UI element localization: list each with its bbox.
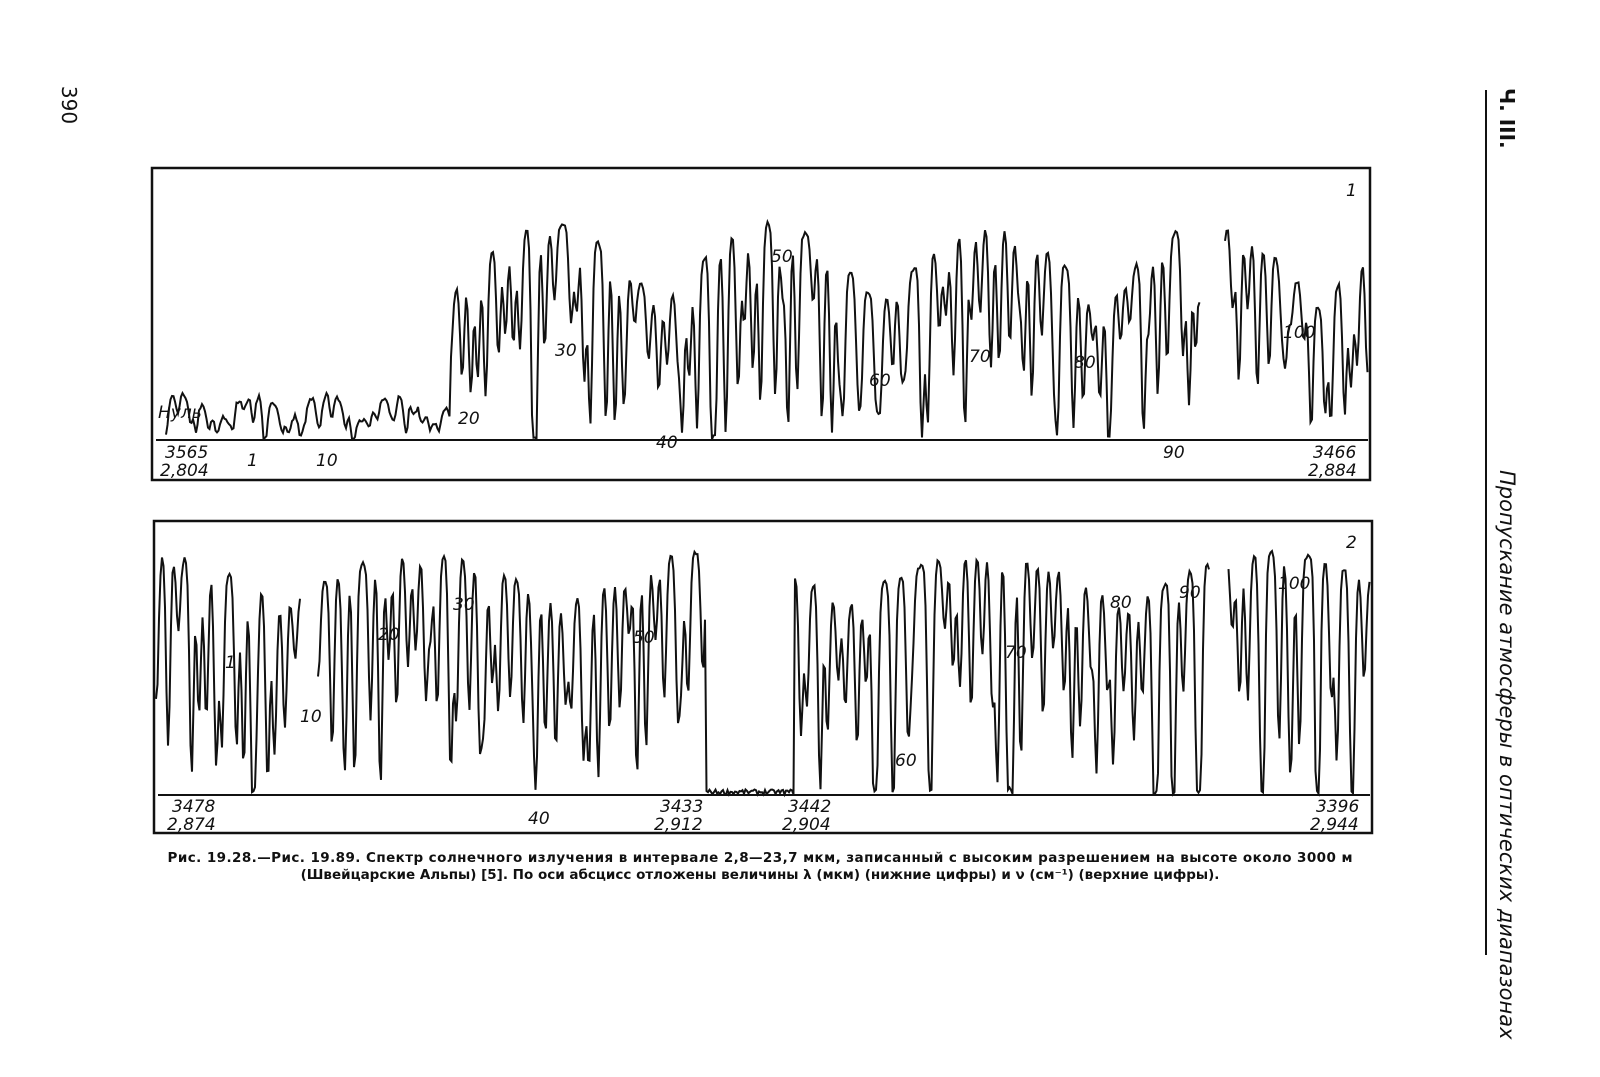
axis-label: 70 — [969, 347, 991, 367]
axis-label: 100 — [1278, 574, 1310, 594]
axis-label: 60 — [869, 371, 891, 391]
axis-label: 2,904 — [782, 815, 831, 835]
axis-label: 90 — [1163, 443, 1185, 463]
axis-label: 3396 — [1316, 797, 1359, 817]
panel-frame — [150, 166, 1372, 482]
caption-line: Рис. 19.28.—Рис. 19.89. Спектр солнечног… — [168, 850, 1353, 866]
part-label: Ч. III. — [1495, 88, 1519, 149]
axis-label: 30 — [453, 595, 475, 615]
axis-label: 50 — [771, 247, 793, 267]
axis-label: 1 — [247, 451, 258, 471]
axis-label: 2,884 — [1308, 461, 1357, 481]
axis-label: 40 — [528, 809, 550, 829]
axis-label: 2,804 — [160, 461, 209, 481]
running-title: Пропускание атмосферы в оптических диапа… — [1495, 470, 1519, 1040]
axis-label: 3433 — [660, 797, 703, 817]
axis-label: 70 — [1005, 643, 1027, 663]
axis-label: 90 — [1179, 583, 1201, 603]
caption-line: (Швейцарские Альпы) [5]. По оси абсцисс … — [301, 867, 1220, 883]
axis-label: 60 — [895, 751, 917, 771]
axis-label: Нуль — [158, 403, 202, 423]
axis-label: 2 — [1346, 533, 1357, 553]
axis-label: 80 — [1074, 353, 1096, 373]
axis-label: 30 — [555, 341, 577, 361]
axis-label: 1 — [1346, 181, 1357, 201]
page-number: 390 — [57, 86, 81, 124]
axis-label: 80 — [1110, 593, 1132, 613]
spectrum-trace — [165, 218, 1369, 441]
axis-label: 100 — [1283, 323, 1315, 343]
axis-label: 50 — [633, 628, 655, 648]
axis-label: 3442 — [788, 797, 831, 817]
axis-label: 3478 — [172, 797, 215, 817]
axis-label: 40 — [656, 433, 678, 453]
axis-label: 10 — [316, 451, 338, 471]
axis-label: 10 — [300, 707, 322, 727]
axis-label: 3466 — [1313, 443, 1356, 463]
axis-label: 20 — [378, 625, 400, 645]
axis-label: 2,944 — [1310, 815, 1359, 835]
axis-label: 20 — [458, 409, 480, 429]
panel-frame — [152, 519, 1374, 835]
axis-label: 3565 — [165, 443, 208, 463]
axis-label: 2,874 — [167, 815, 216, 835]
axis-label: 1 — [225, 653, 236, 673]
axis-label: 2,912 — [654, 815, 703, 835]
